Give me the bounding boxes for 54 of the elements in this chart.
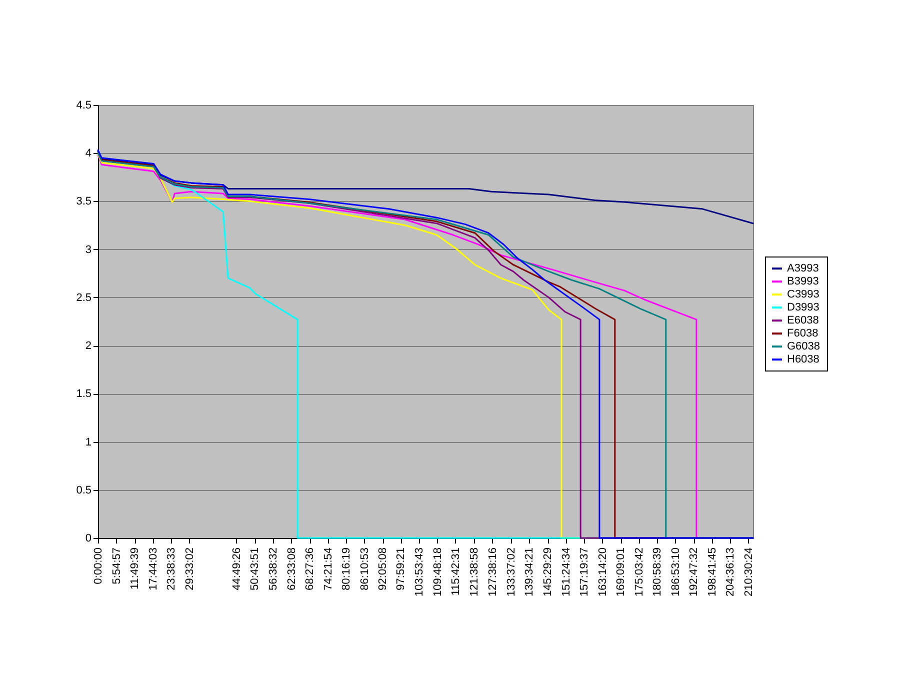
y-tick-label: 1 xyxy=(85,436,92,448)
x-tick-label: 115:42:31 xyxy=(450,548,462,596)
x-tick-label: 198:41:45 xyxy=(706,548,718,596)
x-tick-label: 127:38:16 xyxy=(486,548,499,596)
x-tick-label: 5:54:57 xyxy=(110,548,123,584)
legend-label: D3993 xyxy=(787,302,820,314)
x-tick-label: 0:00:00 xyxy=(92,548,104,584)
x-tick-label: 92:05:08 xyxy=(377,548,390,590)
x-tick-label: 139:34:21 xyxy=(524,548,536,596)
legend-label: C3993 xyxy=(787,288,820,301)
x-tick-label: 50:43:51 xyxy=(249,548,262,590)
y-tick-label: 4.5 xyxy=(76,100,92,112)
x-tick-label: 97:59:21 xyxy=(395,548,408,590)
x-tick-label: 169:09:01 xyxy=(615,548,628,596)
x-tick-label: 44:49:26 xyxy=(230,548,243,590)
legend-label: A3993 xyxy=(787,262,819,275)
x-tick-label: 145:29:29 xyxy=(542,548,554,596)
x-tick-label: 17:44:03 xyxy=(147,548,160,590)
y-tick-label: 2 xyxy=(85,340,92,352)
x-tick-label: 157:19:37 xyxy=(578,548,591,596)
x-tick-label: 56:38:32 xyxy=(268,548,280,590)
x-tick-label: 74:21:54 xyxy=(322,548,334,590)
x-tick-label: 175:03:42 xyxy=(633,548,646,596)
legend-label: F6038 xyxy=(787,328,818,340)
x-tick-label: 103:53:43 xyxy=(413,548,426,596)
x-tick-label: 192:47:32 xyxy=(688,548,700,596)
x-tick-label: 133:37:02 xyxy=(505,548,518,596)
y-tick-label: 3.5 xyxy=(76,196,92,208)
x-tick-label: 163:14:20 xyxy=(596,548,609,596)
y-tick-label: 2.5 xyxy=(76,292,92,304)
x-tick-label: 86:10:53 xyxy=(358,548,371,590)
x-tick-label: 23:38:33 xyxy=(166,548,178,590)
x-tick-label: 80:16:19 xyxy=(340,548,353,590)
x-tick-label: 180:58:39 xyxy=(652,548,664,596)
x-tick-label: 29:33:02 xyxy=(184,548,196,590)
legend-label: E6038 xyxy=(787,314,819,327)
x-tick-label: 62:33:08 xyxy=(286,548,298,590)
x-tick-label: 121:38:58 xyxy=(468,548,480,596)
y-tick-label: 4 xyxy=(85,148,92,160)
legend-label: H6038 xyxy=(787,354,820,366)
x-tick-label: 186:53:10 xyxy=(670,548,682,596)
legend-label: G6038 xyxy=(787,340,820,353)
x-tick-label: 68:27:36 xyxy=(304,548,316,590)
x-tick-label: 210:30:24 xyxy=(742,548,755,596)
x-tick-label: 11:49:39 xyxy=(129,548,142,590)
x-tick-label: 151:24:34 xyxy=(560,548,572,596)
y-tick-label: 0 xyxy=(85,532,92,544)
y-tick-label: 0.5 xyxy=(76,484,92,496)
y-tick-label: 1.5 xyxy=(76,388,92,400)
y-tick-label: 3 xyxy=(85,244,92,256)
legend-label: B3993 xyxy=(787,276,819,288)
x-tick-label: 109:48:18 xyxy=(432,548,444,596)
line-series xyxy=(97,150,754,224)
x-tick-label: 204:36:13 xyxy=(724,548,737,596)
